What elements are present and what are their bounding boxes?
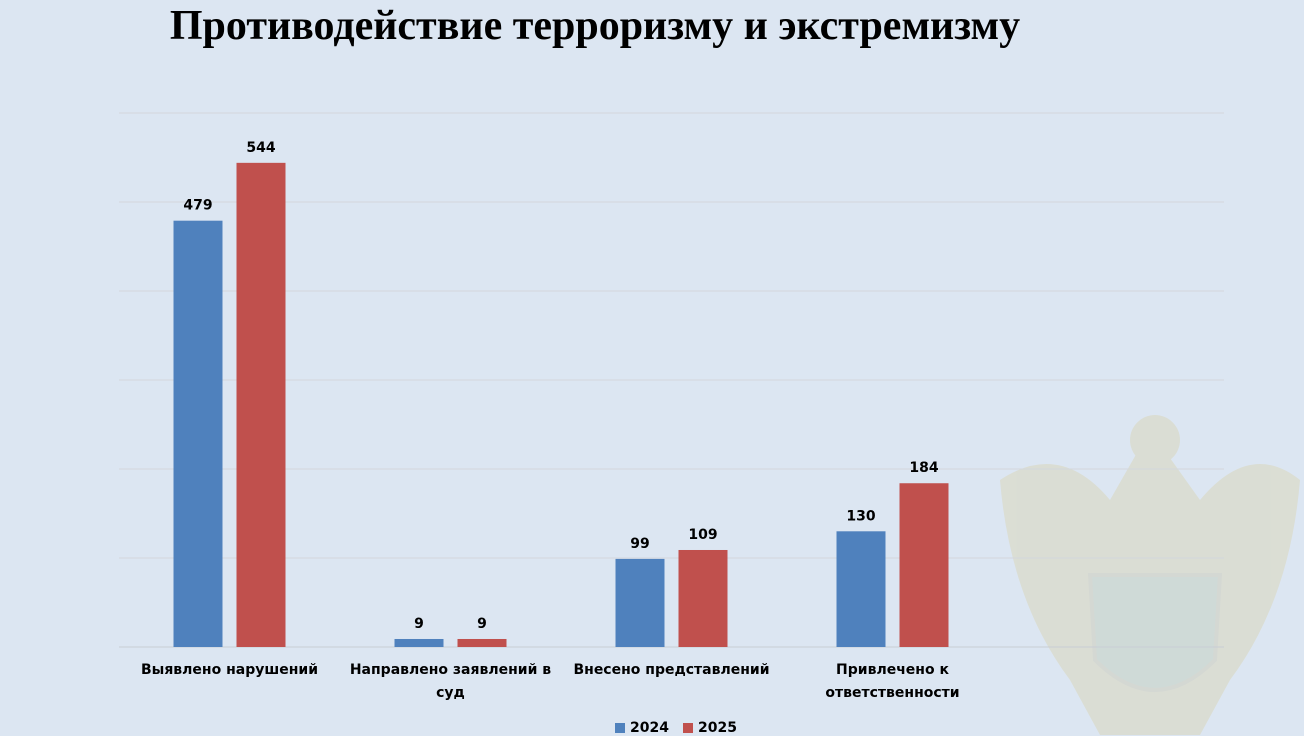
chart-title: Противодействие терроризму и экстремизму (169, 3, 1021, 49)
legend: 2024 2025 (615, 720, 737, 736)
bar-2024 (615, 558, 665, 647)
category-label: Привлечено к ответственности (825, 662, 960, 701)
data-label: 9 (477, 616, 487, 632)
category-label: Внесено представлений (573, 662, 770, 678)
bar-2025 (899, 483, 949, 647)
bar-2024 (836, 531, 886, 647)
legend-swatch (615, 723, 625, 733)
data-label: 479 (183, 198, 212, 214)
data-label: 9 (414, 616, 424, 632)
bar-2024 (394, 638, 444, 647)
bar-2025 (678, 549, 728, 647)
legend-swatch (682, 723, 693, 733)
bar-2025 (236, 162, 286, 647)
category-label: Направлено заявлений в суд (349, 662, 552, 701)
data-label: 99 (630, 536, 649, 552)
legend-label: 2024 (630, 720, 669, 736)
emblem-watermark (1000, 415, 1300, 735)
bar-2025 (457, 638, 507, 647)
legend-item: 2025 (682, 720, 737, 736)
category-label: Выявлено нарушений (140, 662, 319, 678)
data-label: 544 (246, 140, 275, 156)
bar-2024 (173, 220, 223, 647)
legend-item: 2024 (615, 720, 669, 736)
data-label: 130 (846, 508, 875, 524)
data-label: 109 (688, 527, 717, 543)
legend-label: 2025 (697, 720, 737, 736)
data-label: 184 (909, 460, 938, 476)
